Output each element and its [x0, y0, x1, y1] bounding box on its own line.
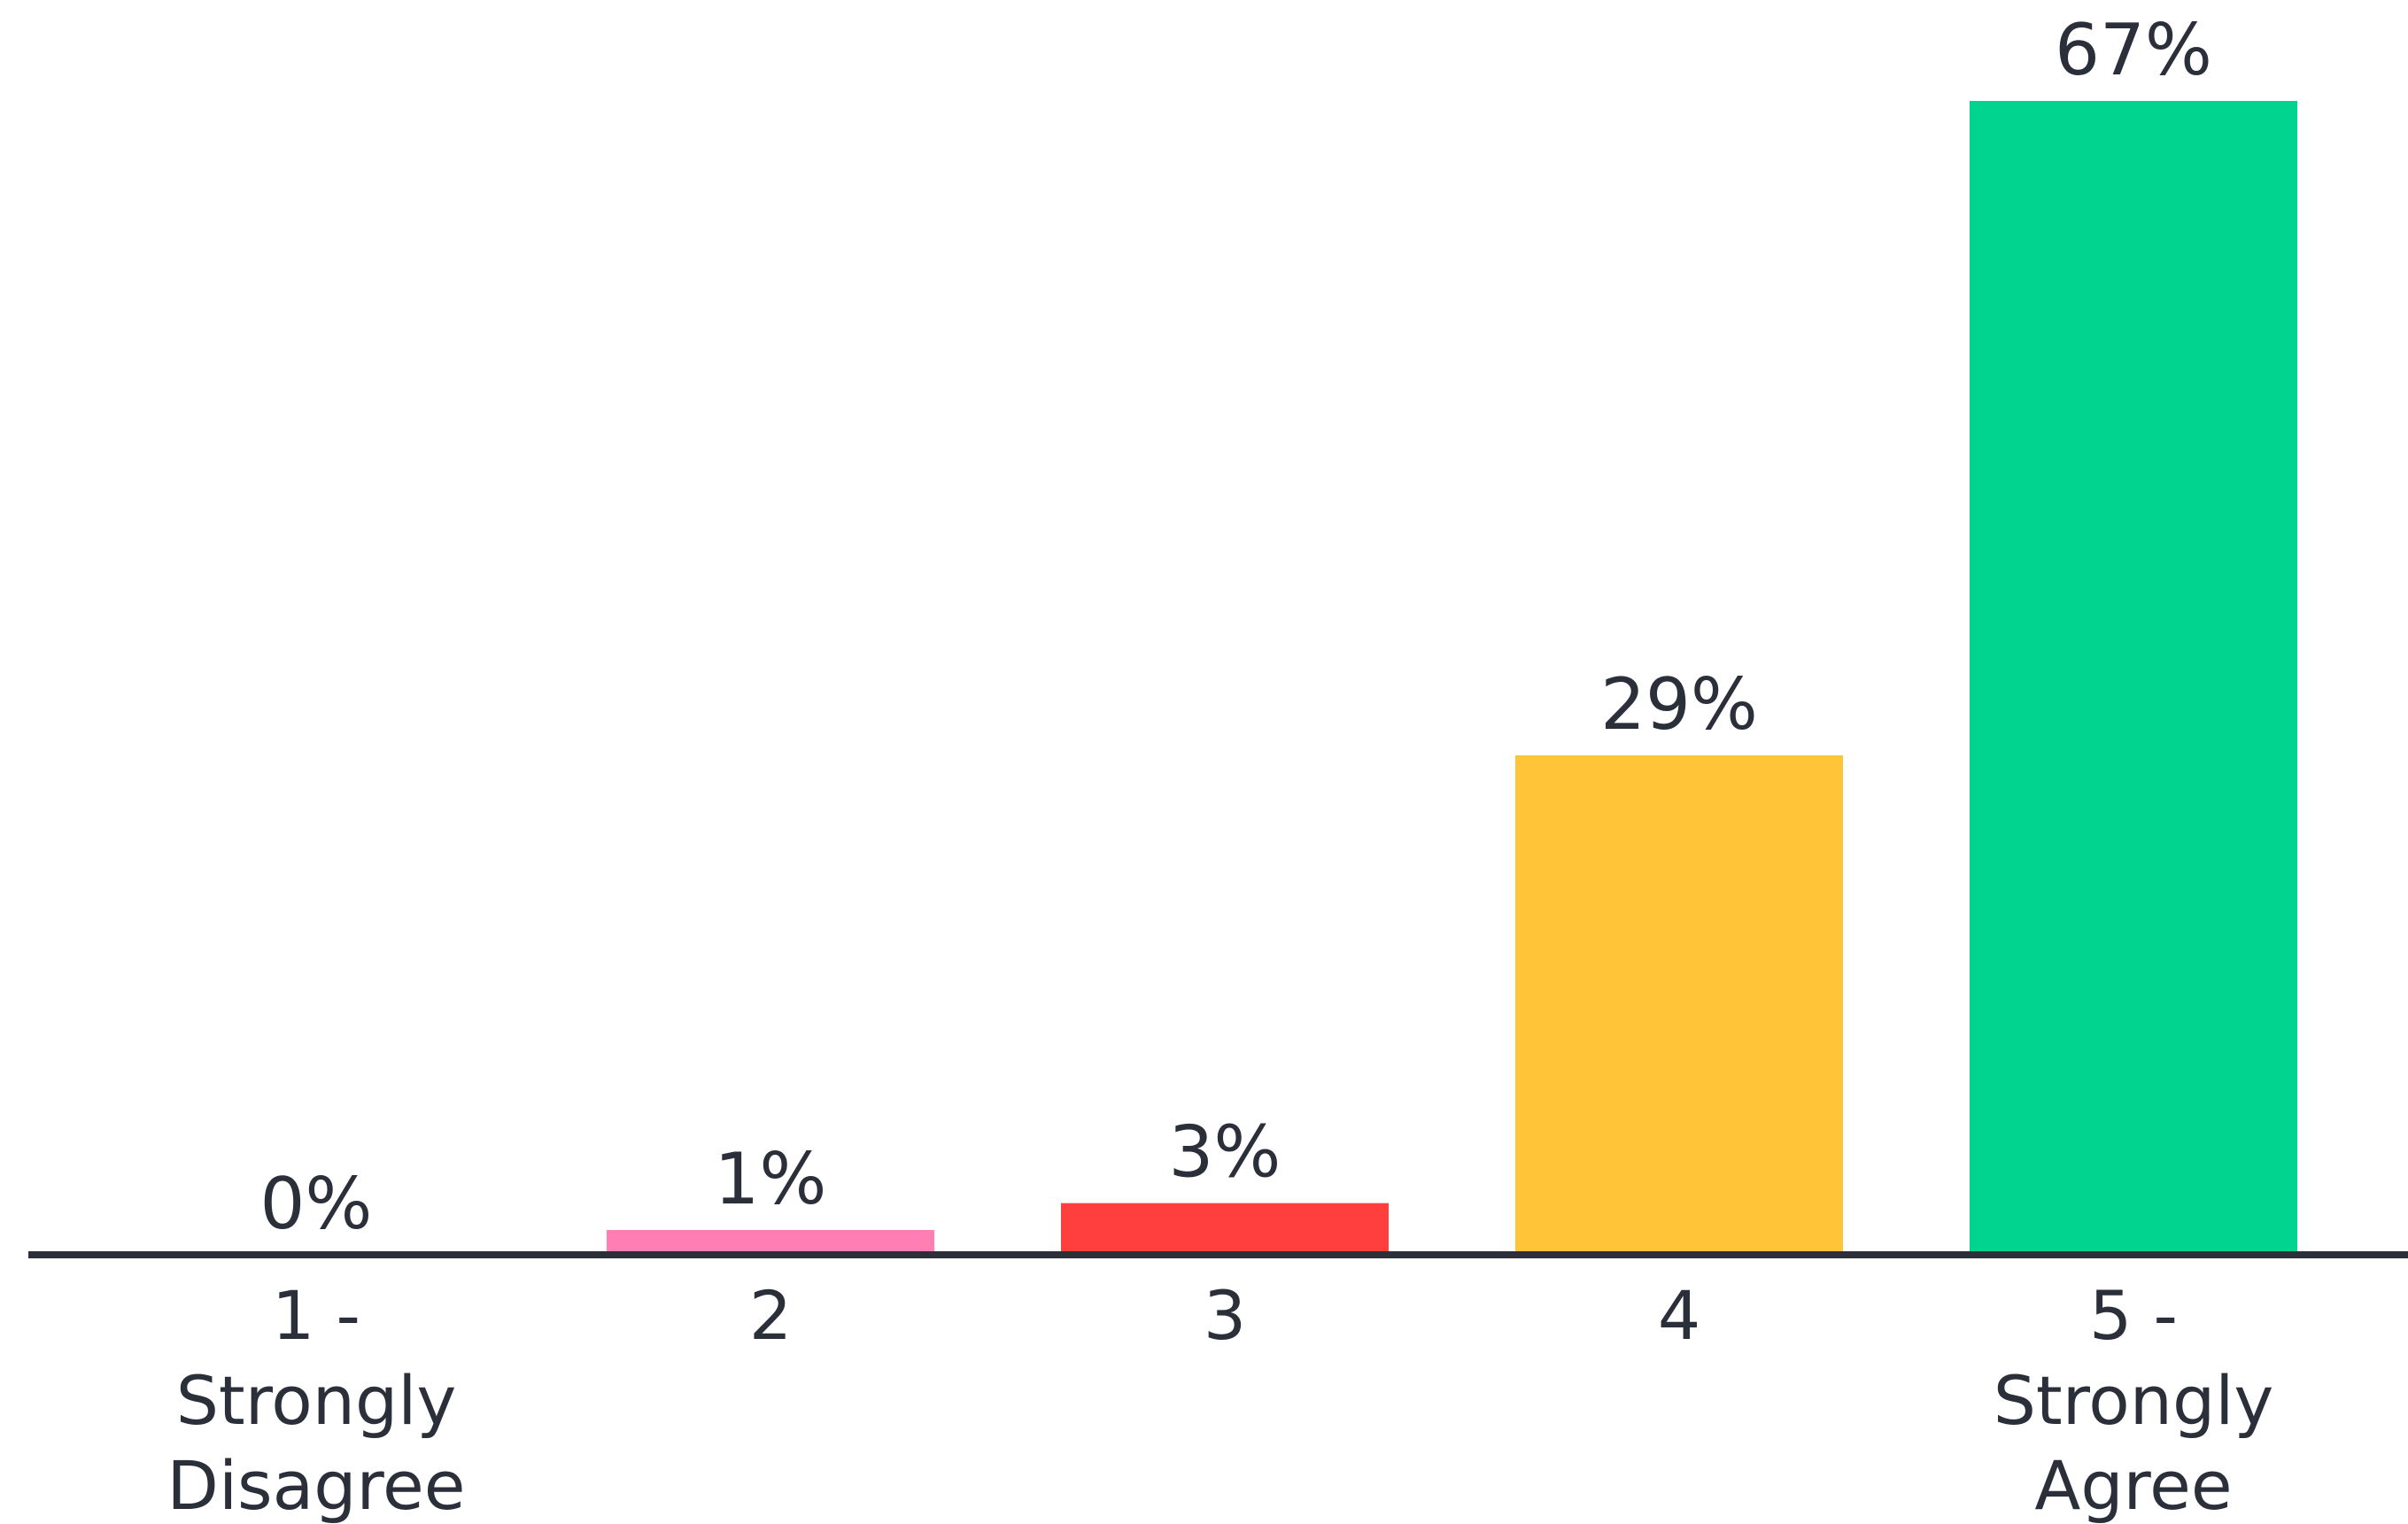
value-labels-group: 0% 1% 3% 29% 67% — [260, 9, 2212, 1245]
value-label-3: 3% — [1169, 1111, 1281, 1194]
tick-label-line: 3 — [1204, 1276, 1246, 1355]
tick-label-line: 1 - — [272, 1276, 360, 1355]
tick-label-line: 5 - — [2089, 1276, 2178, 1355]
tick-label-line: Disagree — [166, 1446, 465, 1524]
tick-label-line: 4 — [1658, 1276, 1700, 1355]
value-label-1: 0% — [260, 1163, 373, 1245]
tick-label-line: 2 — [749, 1276, 792, 1355]
bars-group — [607, 101, 2297, 1255]
bar-3 — [1061, 1203, 1389, 1255]
tick-label-3: 3 — [1204, 1276, 1246, 1355]
value-label-2: 1% — [715, 1138, 827, 1220]
tick-label-line: Strongly — [1994, 1361, 2274, 1440]
tick-label-5: 5 -Strongly Agree — [1994, 1276, 2274, 1524]
tick-label-1: 1 -Strongly Disagree — [166, 1276, 465, 1524]
bar-5 — [1970, 101, 2297, 1255]
value-label-4: 29% — [1600, 663, 1758, 746]
tick-label-line: Strongly — [176, 1361, 457, 1440]
value-label-5: 67% — [2055, 9, 2212, 91]
tick-label-line: Agree — [2034, 1446, 2232, 1524]
bar-4 — [1515, 755, 1843, 1255]
bar-2 — [607, 1230, 934, 1255]
tick-label-2: 2 — [749, 1276, 792, 1355]
tick-label-4: 4 — [1658, 1276, 1700, 1355]
